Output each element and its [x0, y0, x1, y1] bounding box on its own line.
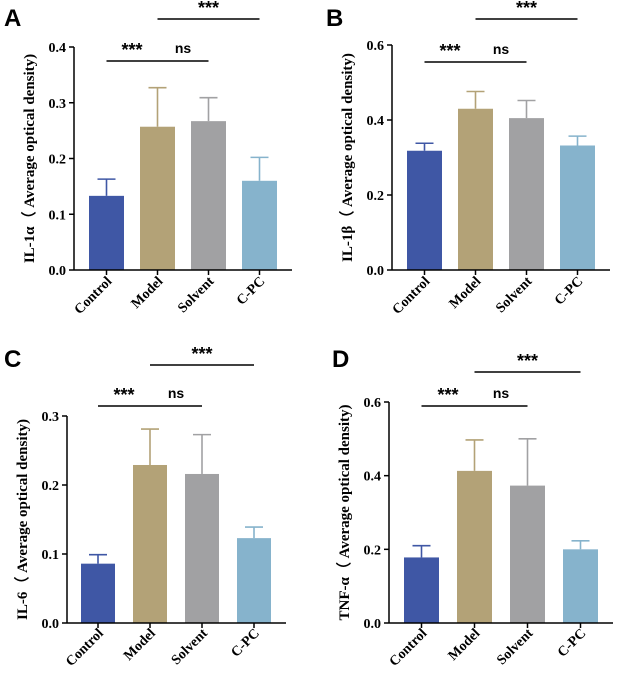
significance-stars: ***	[439, 41, 460, 61]
y-axis-title: IL-1β（ Average optical density)	[338, 53, 356, 262]
y-tick-label: 0.3	[49, 97, 67, 112]
y-tick-label: 0.2	[367, 189, 385, 204]
significance-stars: ***	[121, 40, 142, 60]
y-tick-label: 0.1	[49, 208, 67, 223]
y-axis-title: IL-1α（ Average optical density)	[20, 54, 38, 263]
bar-solvent	[510, 485, 545, 623]
x-tick-label: C-PC	[555, 626, 589, 660]
x-tick-label: Model	[446, 626, 484, 664]
panel-letter: D	[332, 346, 349, 373]
bar-solvent	[191, 121, 226, 271]
x-tick-label: Solvent	[493, 274, 535, 316]
ns-label: ns	[168, 385, 185, 401]
bar-solvent	[509, 118, 544, 270]
y-tick-label: 0.0	[42, 617, 60, 632]
significance-stars: ***	[437, 385, 458, 405]
bar-control	[89, 195, 124, 270]
panel-letter: A	[4, 5, 21, 32]
bar-model	[458, 108, 493, 270]
y-tick-label: 0.2	[49, 153, 67, 168]
bar-model	[140, 126, 175, 270]
y-tick-label: 0.2	[42, 479, 60, 494]
bar-model	[457, 470, 492, 623]
panel-a: A 0.0 0.1 0.2 0.3 0.4 Control Model Solvent C-PC I…	[4, 0, 292, 318]
panel-b: B 0.0 0.2 0.4 0.6 Control Model Solvent C-PC IL-1…	[326, 0, 610, 318]
x-tick-label: Solvent	[169, 626, 211, 668]
significance-stars: ***	[113, 385, 134, 405]
bar-solvent	[185, 473, 219, 623]
bar-c-pc	[563, 549, 598, 623]
x-tick-label: Control	[387, 626, 431, 670]
x-tick-label: C-PC	[234, 274, 268, 308]
y-tick-label: 0.3	[42, 410, 60, 425]
significance-stars: ***	[198, 0, 219, 18]
bar-control	[81, 563, 115, 623]
x-tick-label: C-PC	[552, 274, 586, 308]
x-tick-label: Control	[63, 626, 107, 670]
x-tick-label: Solvent	[175, 274, 217, 316]
bar-model	[133, 464, 167, 623]
ns-label: ns	[493, 385, 510, 401]
y-tick-label: 0.4	[367, 114, 385, 129]
panel-d: D 0.0 0.2 0.4 0.6 Control Model Solvent C-PC TNF-…	[332, 346, 613, 670]
x-tick-label: Solvent	[494, 626, 536, 668]
bar-c-pc	[237, 538, 271, 623]
ns-label: ns	[493, 41, 510, 57]
x-tick-label: Model	[447, 274, 485, 312]
bar-c-pc	[242, 180, 277, 270]
y-tick-label: 0.4	[364, 470, 382, 485]
panel-letter: B	[326, 5, 343, 32]
y-axis-title: IL-6（ Average optical density)	[13, 419, 31, 620]
panel-c: C 0.0 0.1 0.2 0.3 Control Model Solvent C-PC IL-6…	[4, 344, 286, 670]
significance-stars: ***	[191, 344, 212, 364]
y-tick-label: 0.6	[364, 396, 382, 411]
bar-control	[407, 150, 442, 270]
y-tick-label: 0.2	[364, 543, 382, 558]
y-axis-title: TNF-α（ Average optical density)	[335, 405, 353, 621]
x-tick-label: C-PC	[229, 626, 263, 660]
y-tick-label: 0.4	[49, 41, 67, 56]
x-tick-label: Model	[129, 274, 167, 312]
panel-letter: C	[4, 346, 21, 373]
significance-stars: ***	[517, 351, 538, 371]
bar-c-pc	[560, 145, 595, 270]
y-tick-label: 0.6	[367, 39, 385, 54]
x-tick-label: Control	[390, 274, 434, 318]
y-tick-label: 0.0	[367, 264, 385, 279]
significance-stars: ***	[516, 0, 537, 18]
x-tick-label: Control	[72, 274, 116, 318]
bar-control	[404, 557, 439, 623]
x-tick-label: Model	[121, 626, 159, 664]
y-tick-label: 0.1	[42, 548, 60, 563]
y-tick-label: 0.0	[364, 617, 382, 632]
ns-label: ns	[175, 40, 192, 56]
y-tick-label: 0.0	[49, 264, 67, 279]
